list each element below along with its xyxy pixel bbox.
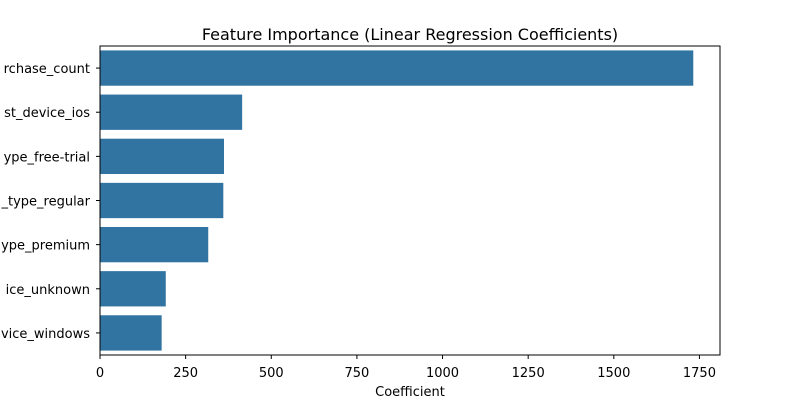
x-tick-label: 0: [96, 366, 104, 381]
category-label: rchase_count: [4, 62, 90, 77]
x-tick-label: 1250: [512, 366, 545, 381]
bar-3: [100, 182, 224, 219]
bars-group: [100, 50, 694, 351]
x-tick-label: 750: [344, 366, 369, 381]
category-label: ype_premium: [1, 239, 90, 254]
x-ticks-group: 0 250 500 750 1000 1250 1500 1750: [96, 355, 716, 381]
category-label: ype_free-trial: [4, 150, 90, 165]
category-labels-group: rchase_count st_device_ios ype_free-trial _…: [0, 62, 100, 342]
category-label: _type_regular: [0, 195, 90, 210]
x-tick-label: 1000: [426, 366, 459, 381]
category-label: st_device_ios: [4, 106, 90, 121]
bar-5: [100, 271, 166, 307]
x-tick-label: 500: [259, 366, 284, 381]
category-label: ice_unknown: [6, 283, 90, 298]
x-axis-label: Coefficient: [375, 385, 445, 400]
plot-frame: [99, 45, 721, 356]
bar-6: [100, 315, 162, 351]
bar-1: [100, 94, 243, 130]
x-tick-label: 250: [173, 366, 198, 381]
bar-4: [100, 226, 209, 263]
x-tick-label: 1500: [597, 366, 630, 381]
bar-2: [100, 138, 224, 175]
category-label: vice_windows: [1, 327, 90, 342]
chart-title: Feature Importance (Linear Regression Co…: [202, 25, 618, 44]
x-tick-label: 1750: [683, 366, 716, 381]
bar-0: [100, 50, 694, 86]
